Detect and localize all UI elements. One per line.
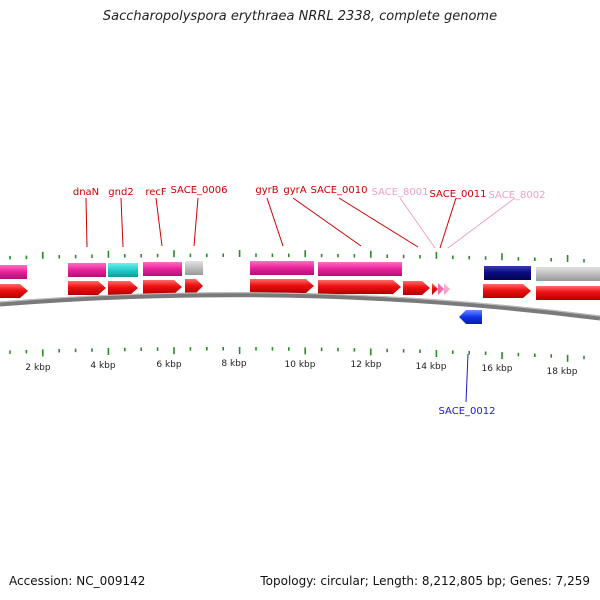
leader-line — [292, 197, 362, 247]
gene-label-sace-8002: SACE_8002 — [489, 190, 546, 201]
cds-block-cyan — [108, 263, 138, 277]
gene-arrow-forward — [185, 279, 203, 293]
cds-block-magenta — [143, 262, 182, 276]
gene-label-dnaN: dnaN — [73, 187, 99, 198]
leader-line — [85, 197, 88, 248]
accession-text: Accession: NC_009142 — [9, 574, 146, 588]
forward-genes — [0, 279, 600, 300]
gene-labels: dnaN gnd2 recF SACE_0006 gyrB gyrA SACE_… — [73, 185, 546, 417]
leader-line — [447, 197, 516, 249]
leader-line — [465, 353, 469, 403]
gene-label-recF: recF — [145, 187, 167, 198]
scale-label: 10 kbp — [285, 360, 316, 370]
label-leaders — [85, 197, 516, 403]
cds-block-magenta — [318, 262, 402, 276]
gene-arrow-forward — [0, 284, 28, 298]
scale-label: 16 kbp — [482, 364, 513, 374]
cds-block-magenta — [68, 263, 106, 277]
gene-label-sace-0010: SACE_0010 — [311, 185, 368, 196]
gene-label-sace-8001: SACE_8001 — [372, 187, 429, 198]
leader-line — [439, 197, 457, 249]
scale-label: 8 kbp — [221, 359, 247, 369]
leader-line — [193, 197, 199, 247]
map-title: Saccharopolyspora erythraea NRRL 2338, c… — [102, 9, 498, 24]
gene-arrow-small — [438, 283, 444, 295]
tick-marks-top — [9, 250, 585, 263]
gene-arrow-forward — [108, 281, 138, 295]
cds-block-grey — [185, 261, 203, 275]
gene-arrow-forward — [68, 281, 106, 295]
cog-band — [0, 261, 600, 281]
scale-labels: 2 kbp 4 kbp 6 kbp 8 kbp 10 kbp 12 kbp 14… — [25, 359, 577, 377]
gene-arrow-forward — [250, 279, 314, 293]
gene-arrow-forward — [318, 280, 401, 294]
gene-arrow-forward — [483, 284, 531, 298]
gene-arrow-reverse — [459, 310, 482, 324]
gene-label-gyrA: gyrA — [283, 185, 306, 196]
gene-label-gyrB: gyrB — [255, 185, 278, 196]
gene-arrow-forward — [403, 281, 430, 295]
gene-arrow-forward — [143, 280, 182, 294]
genome-backbone — [0, 292, 600, 321]
scale-label: 14 kbp — [416, 362, 447, 372]
leader-line — [155, 197, 163, 247]
cds-block-magenta — [0, 265, 27, 279]
leader-line — [399, 197, 436, 249]
scale-label: 18 kbp — [547, 367, 578, 377]
gene-label-sace-0006: SACE_0006 — [171, 185, 228, 196]
scale-label: 4 kbp — [90, 361, 116, 371]
cds-block-magenta — [250, 261, 314, 275]
cds-block-grey — [536, 267, 600, 281]
gene-arrow-forward — [536, 286, 600, 300]
gene-arrow-small — [432, 283, 438, 295]
leader-line — [338, 197, 419, 248]
pseudogene-arrow — [444, 283, 450, 295]
gene-label-sace-0011: SACE_0011 — [430, 189, 487, 200]
scale-label: 2 kbp — [25, 363, 51, 373]
scale-label: 12 kbp — [351, 360, 382, 370]
gene-label-sace-0012: SACE_0012 — [439, 406, 496, 417]
leader-line — [120, 197, 124, 248]
genome-summary-text: Topology: circular; Length: 8,212,805 bp… — [260, 574, 590, 588]
tick-marks-bottom — [9, 347, 585, 362]
cds-block-navy — [484, 266, 531, 280]
gene-label-gnd2: gnd2 — [108, 187, 133, 198]
leader-line — [266, 197, 284, 247]
scale-label: 6 kbp — [156, 360, 182, 370]
genome-backbone-highlight — [0, 292, 600, 317]
